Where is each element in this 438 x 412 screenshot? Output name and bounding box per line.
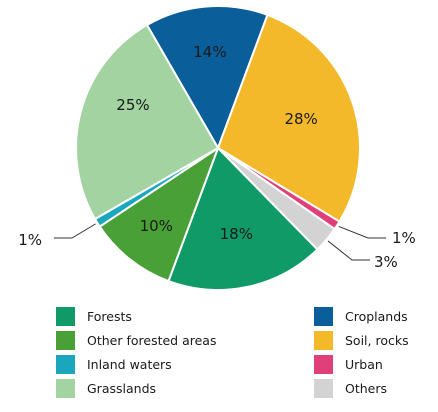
legend-column-left: Forests Other forested areas Inland wate… bbox=[56, 306, 216, 402]
pie-slice-grasslands bbox=[75, 23, 220, 221]
legend-label: Grasslands bbox=[87, 381, 157, 396]
pie-slice-croplands bbox=[145, 5, 269, 151]
pie-label-inland-waters: 1% bbox=[18, 231, 42, 249]
legend-item-forests: Forests bbox=[56, 306, 216, 327]
legend-swatch bbox=[56, 355, 75, 374]
legend: Forests Other forested areas Inland wate… bbox=[0, 306, 438, 406]
pie-chart: 14% 28% 1% 3% 18% 10% 1% 25% bbox=[18, 5, 416, 290]
legend-swatch bbox=[314, 307, 333, 326]
legend-item-other-forested-areas: Other forested areas bbox=[56, 330, 216, 351]
legend-label: Other forested areas bbox=[87, 333, 217, 348]
legend-swatch bbox=[56, 379, 75, 398]
leader-line-urban bbox=[338, 225, 386, 239]
leader-line-others bbox=[327, 240, 370, 261]
legend-label: Urban bbox=[345, 357, 383, 372]
legend-swatch bbox=[56, 307, 75, 326]
legend-label: Soil, rocks bbox=[345, 333, 409, 348]
legend-label: Inland waters bbox=[87, 357, 172, 372]
legend-item-grasslands: Grasslands bbox=[56, 378, 216, 399]
pie-slice-soil-rocks bbox=[216, 13, 361, 223]
legend-label: Croplands bbox=[345, 309, 408, 324]
legend-swatch bbox=[314, 355, 333, 374]
pie-label-croplands: 14% bbox=[193, 43, 226, 61]
legend-item-inland-waters: Inland waters bbox=[56, 354, 216, 375]
legend-label: Forests bbox=[87, 309, 132, 324]
legend-item-others: Others bbox=[314, 378, 409, 399]
legend-item-croplands: Croplands bbox=[314, 306, 409, 327]
pie-slice-other-forested-areas bbox=[98, 145, 221, 283]
leader-line-inland-waters bbox=[54, 223, 96, 239]
pie-label-soil-rocks: 28% bbox=[284, 110, 317, 128]
legend-swatch bbox=[56, 331, 75, 350]
pie-label-others: 3% bbox=[374, 253, 398, 271]
legend-column-right: Croplands Soil, rocks Urban Others bbox=[314, 306, 409, 402]
pie-label-urban: 1% bbox=[392, 229, 416, 247]
legend-swatch bbox=[314, 331, 333, 350]
legend-item-soil-rocks: Soil, rocks bbox=[314, 330, 409, 351]
legend-swatch bbox=[314, 379, 333, 398]
legend-item-urban: Urban bbox=[314, 354, 409, 375]
pie-label-forests: 18% bbox=[220, 225, 253, 243]
legend-label: Others bbox=[345, 381, 388, 396]
pie-label-grasslands: 25% bbox=[116, 96, 149, 114]
pie-label-other-forested-areas: 10% bbox=[140, 217, 173, 235]
